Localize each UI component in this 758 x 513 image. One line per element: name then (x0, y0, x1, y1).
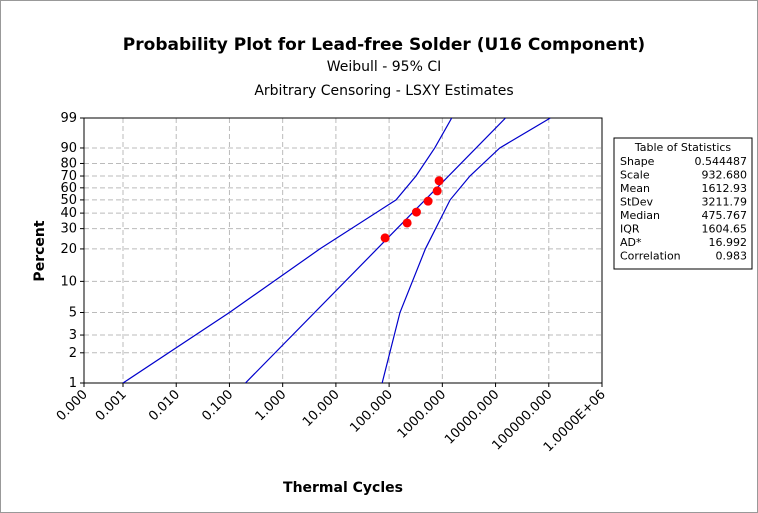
stat-value: 932.680 (702, 169, 748, 182)
data-point (380, 233, 390, 243)
y-tick-label: 99 (60, 111, 77, 126)
stat-name: Median (620, 209, 660, 222)
stat-value: 16.992 (709, 236, 748, 249)
y-axis-label: Percent (32, 220, 48, 281)
y-tick-label: 60 (60, 181, 77, 196)
fit-line (245, 118, 506, 383)
stat-value: 475.767 (702, 209, 748, 222)
y-tick-label: 80 (60, 156, 77, 171)
chart-title: Probability Plot for Lead-free Solder (U… (123, 35, 645, 55)
y-tick-label: 10 (60, 274, 77, 289)
y-tick-label: 30 (60, 222, 77, 237)
stat-value: 1604.65 (702, 223, 748, 236)
stat-value: 0.544487 (695, 155, 748, 168)
ci-line (381, 118, 551, 383)
data-point (411, 207, 421, 217)
stat-name: Correlation (620, 250, 681, 263)
y-tick-label: 70 (60, 169, 77, 184)
stats-box (613, 137, 753, 270)
y-tick-label: 3 (69, 328, 77, 343)
stat-value: 0.983 (716, 250, 748, 263)
stat-name: Shape (620, 155, 655, 168)
stat-value: 3211.79 (702, 196, 748, 209)
y-tick-label: 90 (60, 141, 77, 156)
chart-subtitle: Weibull - 95% CI (327, 59, 442, 75)
x-axis-label: Thermal Cycles (283, 480, 403, 496)
y-tick-label: 20 (60, 242, 77, 257)
data-point (434, 176, 444, 186)
ci-line (122, 118, 453, 383)
y-tick-label: 2 (69, 346, 77, 361)
stat-value: 1612.93 (702, 182, 748, 195)
chart-subtitle: Arbitrary Censoring - LSXY Estimates (254, 83, 513, 99)
y-tick-label: 1 (69, 376, 77, 391)
y-tick-label: 40 (60, 206, 77, 221)
data-point (432, 186, 442, 196)
stat-name: Scale (620, 169, 650, 182)
stat-name: IQR (620, 223, 640, 236)
stat-name: StDev (620, 196, 654, 209)
data-point (402, 218, 412, 228)
y-tick-label: 50 (60, 193, 77, 208)
stat-name: AD* (620, 236, 642, 249)
plot-area (83, 117, 603, 384)
lines (122, 118, 551, 383)
y-tick-label: 5 (69, 306, 77, 321)
stat-name: Mean (620, 182, 650, 195)
data-point (423, 196, 433, 206)
stats-title: Table of Statistics (634, 141, 732, 154)
